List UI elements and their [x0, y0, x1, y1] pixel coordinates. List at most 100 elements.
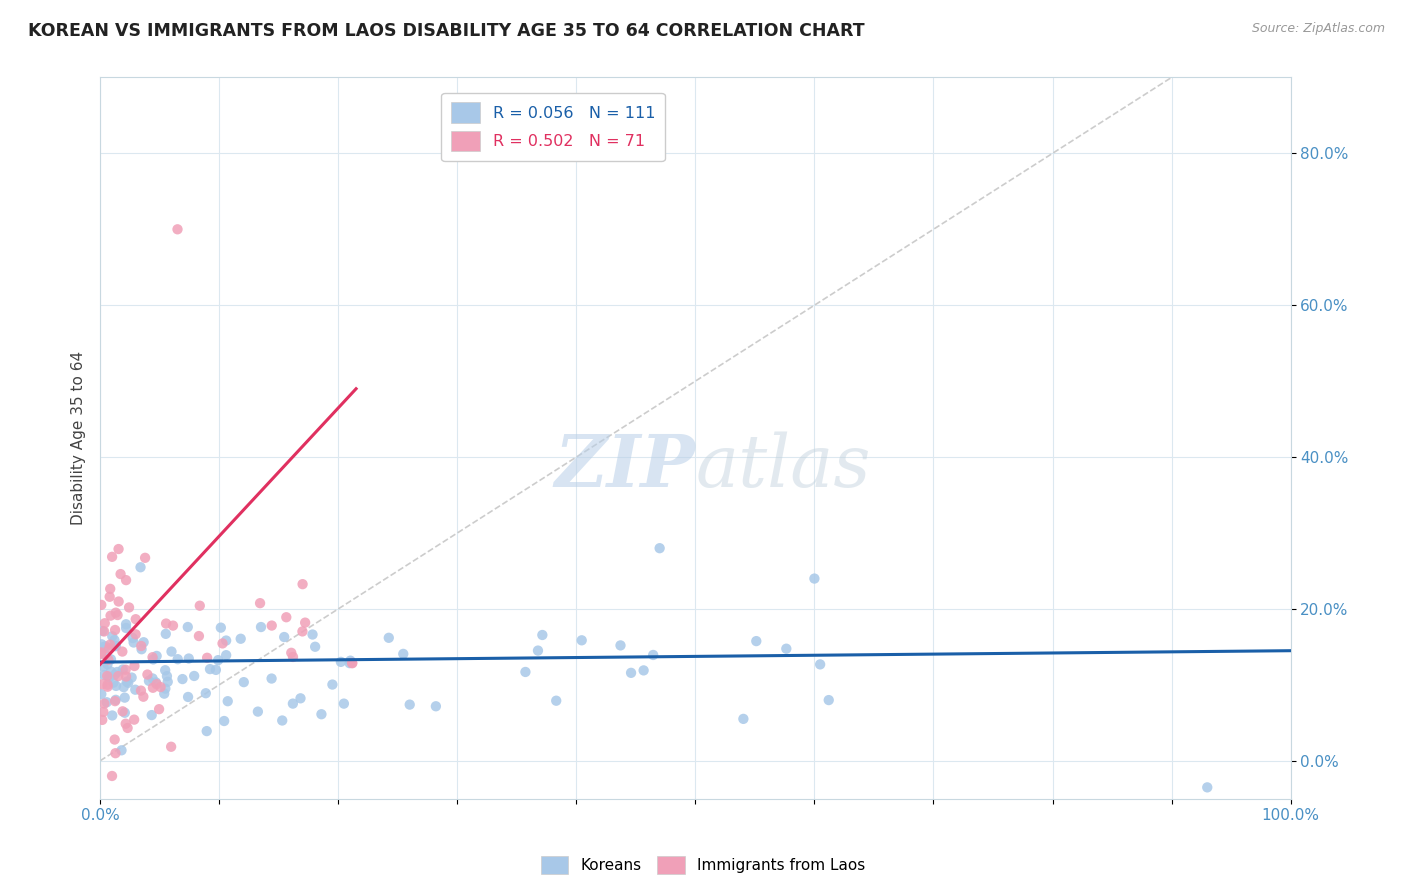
Point [101, 708, 124, 723]
Point [103, 675, 125, 690]
Point [205, 663, 228, 677]
Point [121, 631, 143, 645]
Point [166, 652, 188, 666]
Point [215, 633, 238, 648]
Point [149, 680, 172, 694]
Point [105, 679, 128, 693]
Point [129, 560, 152, 574]
Point [100, 608, 122, 623]
Point [114, 663, 136, 677]
Point [132, 635, 155, 649]
Point [291, 577, 314, 591]
Point [148, 702, 170, 716]
Point [250, 620, 273, 634]
Point [122, 713, 145, 727]
Point [633, 664, 655, 678]
Point [141, 650, 163, 665]
Point [111, 663, 134, 677]
Point [195, 650, 218, 665]
Point [107, 608, 129, 623]
Point [311, 707, 333, 722]
Point [187, 629, 209, 643]
Point [90, 647, 112, 661]
Point [515, 665, 537, 679]
Point [217, 694, 239, 708]
Point [229, 632, 252, 646]
Point [321, 677, 343, 691]
Text: Source: ZipAtlas.com: Source: ZipAtlas.com [1251, 22, 1385, 36]
Point [643, 648, 665, 662]
Point [172, 672, 194, 686]
Point [425, 699, 447, 714]
Point [142, 672, 165, 686]
Point [156, 674, 179, 689]
Point [155, 627, 177, 641]
Point [101, 629, 124, 643]
Legend: Koreans, Immigrants from Laos: Koreans, Immigrants from Laos [534, 850, 872, 880]
Point [111, 644, 134, 658]
Point [195, 724, 218, 739]
Point [97, 653, 120, 667]
Text: atlas: atlas [696, 432, 870, 502]
Point [98, 641, 121, 656]
Point [98, 590, 121, 604]
Point [280, 646, 302, 660]
Point [107, 594, 129, 608]
Point [100, 652, 122, 666]
Point [808, 657, 831, 672]
Point [145, 675, 167, 690]
Point [104, 746, 127, 760]
Point [141, 708, 163, 723]
Point [124, 627, 146, 641]
Point [339, 654, 361, 668]
Point [97, 678, 120, 692]
Point [260, 618, 283, 632]
Point [132, 690, 155, 704]
Point [97, 680, 120, 694]
Point [111, 704, 134, 718]
Point [142, 652, 165, 666]
Point [114, 690, 136, 705]
Point [194, 686, 217, 700]
Point [91, 713, 114, 727]
Point [166, 222, 188, 236]
Point [90, 637, 112, 651]
Point [90, 687, 112, 701]
Point [104, 639, 127, 653]
Point [115, 617, 138, 632]
Point [104, 623, 127, 637]
Point [93, 659, 115, 673]
Point [301, 627, 323, 641]
Point [207, 653, 229, 667]
Point [271, 714, 294, 728]
Point [183, 669, 205, 683]
Point [817, 693, 839, 707]
Point [90, 645, 112, 659]
Point [122, 635, 145, 649]
Point [281, 697, 304, 711]
Point [156, 669, 179, 683]
Point [101, 769, 124, 783]
Point [291, 624, 314, 639]
Point [803, 572, 825, 586]
Point [273, 630, 295, 644]
Point [107, 669, 129, 683]
Point [153, 663, 176, 677]
Point [115, 674, 138, 689]
Point [620, 665, 643, 680]
Point [110, 567, 132, 582]
Point [104, 694, 127, 708]
Point [114, 706, 136, 720]
Point [96, 657, 118, 672]
Point [304, 640, 326, 654]
Point [155, 681, 177, 696]
Point [94, 640, 117, 654]
Point [136, 667, 159, 681]
Point [93, 697, 115, 711]
Text: KOREAN VS IMMIGRANTS FROM LAOS DISABILITY AGE 35 TO 64 CORRELATION CHART: KOREAN VS IMMIGRANTS FROM LAOS DISABILIT… [28, 22, 865, 40]
Point [96, 669, 118, 683]
Point [733, 712, 755, 726]
Point [294, 615, 316, 630]
Point [329, 655, 352, 669]
Point [114, 716, 136, 731]
